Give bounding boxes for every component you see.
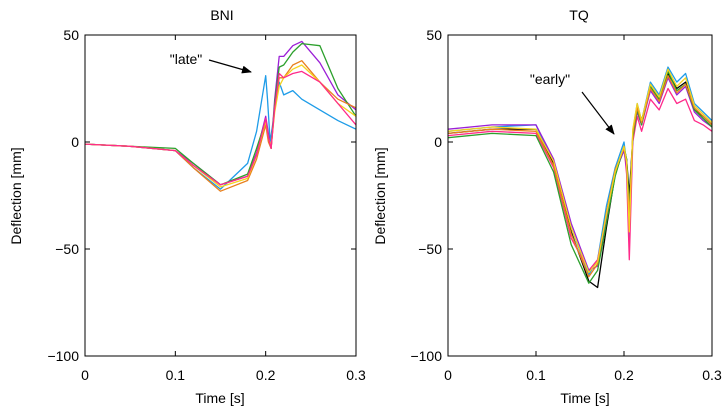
y-tick-label: −100	[410, 348, 442, 364]
x-tick-label: 0	[444, 367, 452, 383]
x-axis-label: Time [s]	[560, 390, 609, 406]
x-tick-label: 0	[81, 367, 89, 383]
x-axis-label: Time [s]	[195, 390, 244, 406]
y-tick-label: 0	[434, 134, 442, 150]
x-tick-label: 0.2	[256, 367, 276, 383]
axis-ticks: 0 0.1 0.2 0.3 −100 −50 0 50	[410, 27, 721, 383]
series-line-3	[447, 87, 713, 272]
y-axis-label: Deflection [mm]	[372, 147, 388, 244]
series-line-7	[447, 68, 713, 274]
plot-area	[84, 40, 357, 192]
y-tick-label: −50	[55, 241, 79, 257]
series-line-3	[84, 42, 357, 186]
annotation-arrow	[581, 91, 615, 135]
y-tick-label: 50	[63, 27, 79, 43]
x-tick-label: 0.1	[166, 367, 186, 383]
series-line-4	[84, 60, 357, 192]
y-tick-label: 0	[71, 134, 79, 150]
series-line-4	[447, 77, 713, 272]
y-tick-label: −100	[47, 348, 79, 364]
x-tick-label: 0.3	[346, 367, 366, 383]
y-tick-label: −50	[418, 241, 442, 257]
annotation-label: "early"	[530, 71, 570, 87]
y-axis-label: Deflection [mm]	[8, 147, 24, 244]
chart-title: TQ	[569, 7, 589, 23]
axes-frame	[84, 34, 357, 357]
annotation-label: "late"	[170, 51, 203, 67]
series-line-1	[84, 75, 357, 190]
x-tick-label: 0.3	[702, 367, 722, 383]
axis-ticks: 0 0.1 0.2 0.3 −100 −50 0 50	[47, 27, 365, 383]
axes-frame	[447, 34, 713, 357]
series-line-1	[447, 66, 713, 276]
x-tick-label: 0.2	[614, 367, 634, 383]
series-line-6	[84, 70, 357, 186]
chart-title: BNI	[210, 7, 233, 23]
annotation-arrow	[208, 59, 252, 74]
x-tick-label: 0.1	[526, 367, 546, 383]
plot-area	[447, 66, 713, 289]
chart-panel-tq: TQ Time [s] Deflection [mm] 0 0.1 0.2 0.3 −1…	[372, 7, 722, 406]
series-line-5	[84, 64, 357, 188]
y-tick-label: 50	[426, 27, 442, 43]
chart-panel-bni: BNI Time [s] Deflection [mm] 0 0.1 0.2 0.3 −…	[8, 7, 366, 406]
